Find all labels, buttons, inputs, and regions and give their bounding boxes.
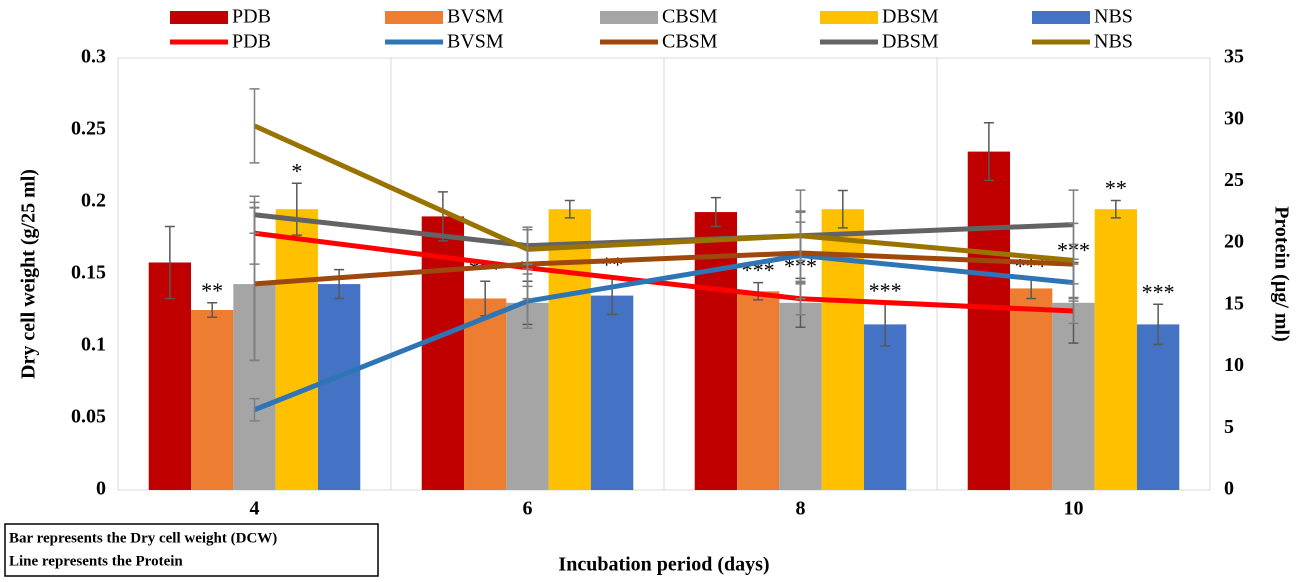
legend-swatch [1032,11,1090,24]
y-tick-label: 0.05 [71,406,106,428]
line [253,123,1074,263]
bar [821,209,864,490]
y-tick-label: 0.3 [81,46,106,68]
error-bar [795,210,806,262]
error-bar [1068,222,1079,299]
note-line: Bar represents the Dry cell weight (DCW) [9,530,277,546]
x-tick-label: 4 [250,498,260,520]
bar [590,295,634,490]
legend-label: BVSM [447,31,504,53]
legend-label: PDB [232,31,271,53]
error-bar [1153,303,1164,346]
line [254,250,1074,287]
significance-label: * [291,158,302,183]
legend-swatch [170,11,228,24]
legend-label: DBSM [882,31,939,53]
significance-label: *** [869,278,902,303]
y2-tick-label: 0 [1224,478,1234,500]
bar [548,209,591,490]
error-bar [710,196,721,228]
y-tick-label: 0.15 [71,262,106,284]
legend-swatch [820,11,878,24]
error-bar [249,88,260,164]
error-bar [249,195,260,235]
note-line: Line represents the Protein [9,553,183,569]
bar [421,216,465,490]
x-tick-label: 8 [796,498,806,520]
x-axis-title: Incubation period (days) [558,554,769,576]
error-bar [207,302,218,318]
y2-tick-label: 35 [1224,46,1244,68]
y2-tick-label: 10 [1224,354,1244,376]
error-bar [837,189,848,229]
bar [148,262,192,490]
error-bar [291,182,302,236]
bar [275,209,318,490]
error-bar [522,228,533,270]
legend-label: DBSM [882,6,939,28]
bar [191,310,234,490]
bar [1010,288,1053,490]
y2-tick-label: 20 [1224,231,1244,253]
legend-label: NBS [1094,6,1133,28]
legend-label: PDB [232,6,271,28]
bar [967,151,1011,490]
bar [779,302,822,490]
y-tick-label: 0.1 [81,334,106,356]
significance-label: ** [601,252,623,277]
error-bar [753,281,764,301]
y2-tick-label: 25 [1224,169,1244,191]
bar [1136,324,1180,490]
error-bar [249,397,260,422]
significance-label: ** [201,278,223,303]
y-tick-label: 0 [96,478,106,500]
legend-label: BVSM [447,6,504,28]
error-bar [1110,199,1121,219]
error-bar [164,225,175,300]
bar [464,298,507,490]
y2-tick-label: 5 [1224,416,1234,438]
error-bar [564,199,575,219]
line [253,252,1074,413]
bar [1094,209,1137,490]
bar [506,302,549,490]
y-axis-title: Dry cell weight (g/25 ml) [18,169,40,379]
note-box [4,523,379,577]
error-bar [334,268,345,300]
legend-label: NBS [1094,31,1133,53]
y-tick-label: 0.2 [81,190,106,212]
y-tick-label: 0.25 [71,118,106,140]
y2-tick-label: 15 [1224,292,1244,314]
x-tick-label: 10 [1064,498,1084,520]
significance-label: *** [1142,279,1175,304]
y2-axis-title: Protein (µg/ ml) [1270,206,1292,342]
bar [737,291,780,490]
bar [317,284,361,490]
legend-swatch [600,11,658,24]
significance-label: ** [1105,176,1127,201]
legend-label: CBSM [662,31,718,53]
y2-tick-label: 30 [1224,107,1244,129]
legend-swatch [385,11,443,24]
error-bar [437,191,448,242]
x-tick-label: 6 [523,498,533,520]
bar [863,324,907,490]
error-bar [983,122,994,182]
line [254,230,1074,314]
legend-label: CBSM [662,6,718,28]
